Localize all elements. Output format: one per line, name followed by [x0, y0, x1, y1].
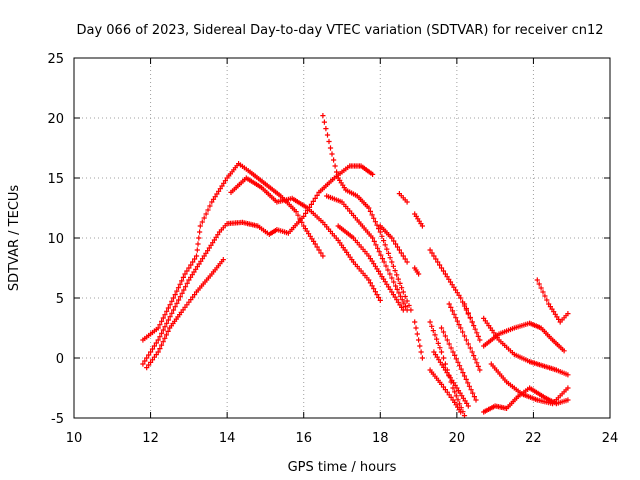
x-tick-label: 12 — [142, 431, 159, 446]
y-tick-label: 25 — [47, 52, 64, 67]
series-track-4 — [228, 175, 383, 303]
y-tick-label: 15 — [47, 172, 64, 187]
plus-marks — [320, 113, 414, 313]
data-marks — [140, 113, 571, 419]
y-tick-label: 10 — [47, 232, 64, 247]
plus-marks — [144, 257, 226, 371]
series-track-2 — [140, 161, 326, 343]
x-tick-label: 22 — [525, 431, 542, 446]
plus-marks — [488, 361, 571, 407]
series-track-15 — [431, 349, 471, 409]
plus-marks — [412, 319, 425, 361]
grid-lines — [74, 58, 610, 418]
plus-marks — [140, 161, 326, 343]
y-tick-label: -5 — [51, 412, 64, 427]
series-track-5 — [320, 113, 414, 313]
y-tick-label: 20 — [47, 112, 64, 127]
y-tick-label: 5 — [56, 292, 64, 307]
plus-marks — [427, 367, 464, 415]
plus-marks — [481, 320, 567, 354]
x-tick-label: 16 — [295, 431, 312, 446]
y-axis-label: SDTVAR / TECUs — [7, 185, 22, 292]
plus-marks — [461, 301, 475, 325]
x-tick-label: 24 — [602, 431, 619, 446]
x-tick-label: 18 — [372, 431, 389, 446]
series-track-16 — [438, 325, 479, 403]
plus-marks — [534, 277, 571, 325]
plus-marks — [446, 301, 483, 373]
plus-marks — [481, 315, 571, 378]
series-track-9 — [396, 191, 410, 205]
series-track-21 — [481, 320, 567, 354]
y-tick-label: 0 — [56, 352, 64, 367]
series-track-12 — [412, 319, 425, 361]
series-track-10 — [412, 211, 425, 229]
plus-marks — [228, 175, 383, 303]
plus-marks — [427, 247, 483, 343]
x-tick-label: 14 — [219, 431, 236, 446]
axis-ticks: 10 12 14 16 18 20 22 24 -5 0 5 10 15 20 25 — [47, 52, 618, 446]
plus-marks — [324, 193, 410, 313]
series-track-20 — [481, 315, 571, 378]
chart-title: Day 066 of 2023, Sidereal Day-to-day VTE… — [76, 23, 603, 38]
plus-marks — [335, 223, 406, 313]
plus-marks — [438, 325, 479, 403]
series-track-8 — [377, 223, 410, 265]
plus-marks — [431, 349, 471, 409]
plus-marks — [412, 265, 422, 277]
x-tick-label: 10 — [66, 431, 83, 446]
series-track-17 — [446, 301, 483, 373]
series-track-23 — [488, 361, 571, 407]
series-track-24 — [534, 277, 571, 325]
plus-marks — [140, 163, 376, 367]
plus-marks — [396, 191, 410, 205]
series-track-7 — [335, 223, 406, 313]
series-track-6 — [324, 193, 410, 313]
x-axis-label: GPS time / hours — [288, 460, 397, 475]
series-track-3 — [144, 257, 226, 371]
series-track-14 — [427, 367, 464, 415]
series-track-19 — [461, 301, 475, 325]
x-tick-label: 20 — [449, 431, 466, 446]
series-track-18 — [427, 247, 483, 343]
plus-marks — [377, 223, 410, 265]
series-track-11 — [412, 265, 422, 277]
series-track-1 — [140, 163, 376, 367]
plus-marks — [412, 211, 425, 229]
